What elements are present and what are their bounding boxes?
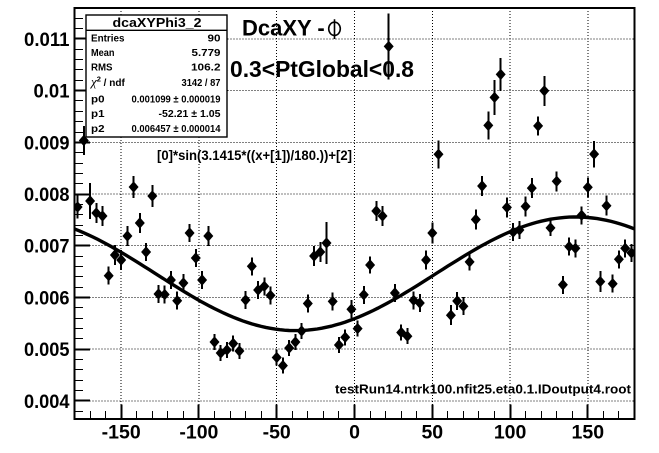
svg-text:-100: -100	[179, 422, 218, 444]
svg-text:90: 90	[208, 33, 222, 44]
svg-text:150: 150	[572, 422, 605, 444]
svg-text:-150: -150	[102, 422, 141, 444]
svg-text:0.006: 0.006	[24, 287, 70, 309]
svg-text:0.3<PtGlobal<0.8: 0.3<PtGlobal<0.8	[230, 56, 414, 82]
svg-text:0.001099 ± 0.000019: 0.001099 ± 0.000019	[132, 94, 221, 105]
svg-text:-52.21 ± 1.05: -52.21 ± 1.05	[159, 109, 221, 120]
svg-text:-50: -50	[263, 422, 291, 444]
svg-text:DcaXY -: DcaXY -	[242, 15, 325, 40]
svg-text:Mean: Mean	[91, 48, 115, 59]
svg-text:0.007: 0.007	[24, 236, 70, 258]
svg-text:5.779: 5.779	[192, 48, 222, 59]
svg-text:0.005: 0.005	[24, 339, 70, 361]
svg-text:0.008: 0.008	[24, 184, 70, 206]
svg-text:0.004: 0.004	[24, 391, 70, 413]
svg-text:RMS: RMS	[91, 62, 113, 73]
svg-text:Entries: Entries	[91, 33, 125, 44]
svg-text:106.2: 106.2	[191, 62, 221, 73]
svg-text:0.011: 0.011	[24, 29, 70, 51]
svg-text:50: 50	[421, 422, 443, 444]
svg-text:[0]*sin(3.1415*((x+[1])/180.)): [0]*sin(3.1415*((x+[1])/180.))+[2]	[157, 147, 352, 163]
svg-text:0.006457 ± 0.000014: 0.006457 ± 0.000014	[132, 124, 221, 135]
svg-text:p0: p0	[91, 94, 105, 105]
svg-text:dcaXYPhi3_2: dcaXYPhi3_2	[113, 15, 202, 30]
svg-text:testRun14.ntrk100.nfit25.eta0.: testRun14.ntrk100.nfit25.eta0.1.IDoutput…	[335, 383, 632, 397]
svg-text:0.009: 0.009	[24, 132, 70, 154]
svg-text:0.01: 0.01	[34, 81, 70, 103]
svg-text:0: 0	[349, 422, 360, 444]
svg-text:p2: p2	[91, 124, 105, 135]
svg-text:p1: p1	[91, 109, 105, 120]
svg-text:100: 100	[494, 422, 527, 444]
svg-text:3142 / 87: 3142 / 87	[182, 78, 221, 89]
svg-text:χ2 / ndf: χ2 / ndf	[89, 74, 125, 89]
